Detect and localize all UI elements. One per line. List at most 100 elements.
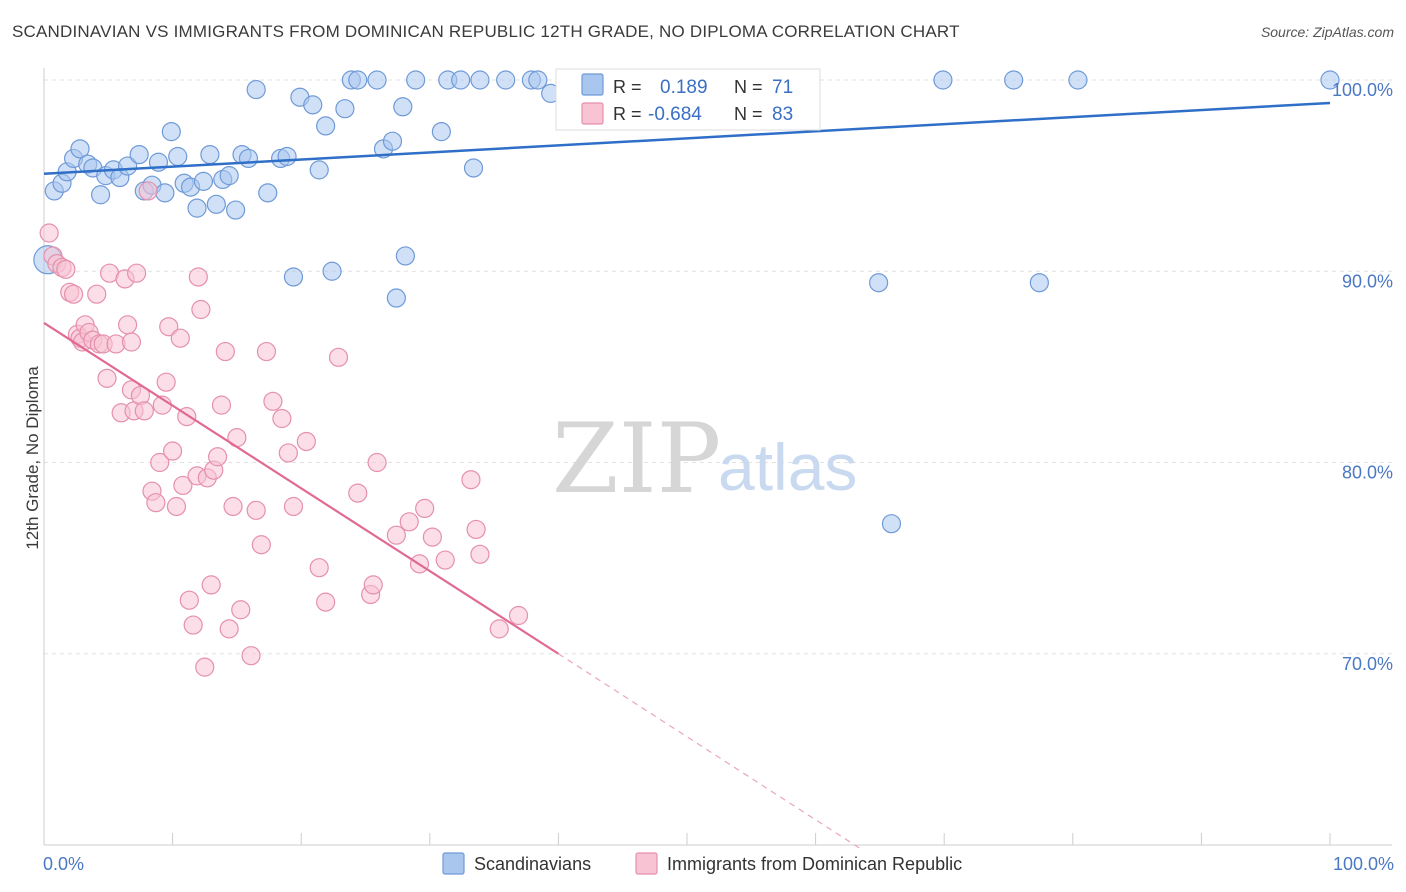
point-dominican-65 [328,347,349,367]
point-dominican-40 [183,615,203,635]
stats-n-label-1: N = [734,77,763,97]
stats-n-value-2: 83 [772,104,793,125]
watermark-atlas: atlas [718,430,857,504]
point-dominican-75 [435,550,455,570]
point-dominican-57 [256,341,277,362]
point-dominican-68 [363,575,383,595]
stats-n-label-2: N = [734,104,763,124]
point-dominican-73 [415,498,435,518]
point-scandinavian-19 [168,146,188,167]
point-scandinavian-31 [246,79,266,100]
point-dominican-56 [251,535,271,555]
point-scandinavian-8 [90,185,111,205]
point-dominican-13 [87,284,107,304]
point-dominican-4 [56,259,76,279]
y-tick-label-0: 100.0% [1332,80,1393,100]
watermark-zip: ZIP [552,403,721,515]
point-scandinavian-5 [70,139,90,159]
axes [43,68,1392,846]
point-dominican-33 [159,317,179,337]
point-dominican-63 [309,558,329,578]
point-scandinavian-38 [309,160,329,180]
point-scandinavian-53 [451,70,471,90]
point-dominican-39 [179,590,199,610]
point-scandinavian-44 [367,70,387,90]
point-scandinavian-69 [1029,273,1049,293]
point-scandinavian-22 [187,198,207,218]
stats-r-value-2: -0.684 [648,104,702,125]
point-dominican-79 [489,619,509,639]
point-scandinavian-51 [431,122,451,142]
point-scandinavian-66 [881,514,902,534]
watermark: ZIP atlas [552,403,857,515]
trend-line-dominican [43,321,559,655]
point-scandinavian-68 [1004,70,1024,90]
legend-swatch-scandinavians [442,852,465,875]
point-dominican-69 [367,452,387,473]
point-dominican-62 [296,431,316,452]
y-axis-label: 12th Grade, No Diploma [23,366,42,550]
x-tick-labels: 0.0% 100.0% [43,854,1394,874]
y-tick-label-1: 90.0% [1342,271,1393,291]
point-scandinavian-35 [283,267,304,287]
point-scandinavian-32 [258,183,278,203]
point-scandinavian-18 [161,122,181,142]
point-dominican-58 [263,391,283,411]
stats-legend: R = 0.189 N = 71 R = -0.684 N = 83 [555,68,821,131]
point-dominican-51 [223,496,243,517]
y-tick-labels: 100.0% 90.0% 80.0% 70.0% [1332,80,1393,674]
point-dominican-64 [316,592,336,612]
point-scandinavian-70 [1068,70,1088,90]
stats-swatch-pink [581,102,604,125]
stats-r-label-2: R = [613,104,642,124]
point-dominican-76 [461,470,481,490]
point-scandinavian-58 [528,70,548,90]
point-scandinavian-39 [316,116,336,136]
point-scandinavian-27 [219,166,239,186]
point-dominican-53 [231,600,251,620]
point-dominican-27 [138,181,158,201]
stats-swatch-blue [581,73,604,96]
point-scandinavian-13 [129,144,149,165]
x-tick-label-1: 100.0% [1333,854,1394,874]
point-dominican-66 [348,483,368,503]
point-dominican-78 [470,544,490,564]
point-scandinavian-55 [470,70,490,90]
point-scandinavian-56 [496,70,516,90]
chart-source: Source: ZipAtlas.com [1260,24,1394,40]
scatter-points [33,70,1340,677]
stats-r-value-1: 0.189 [660,77,708,98]
point-dominican-61 [283,496,304,517]
stats-r-label-1: R = [613,77,642,97]
y-tick-label-2: 80.0% [1342,463,1393,483]
point-dominican-77 [466,519,486,540]
point-dominican-21 [117,315,138,335]
point-dominican-24 [126,263,147,283]
trend-lines [43,101,1331,850]
point-scandinavian-48 [393,97,413,117]
point-dominican-45 [201,575,221,595]
chart-title: SCANDINAVIAN VS IMMIGRANTS FROM DOMINICA… [12,22,960,41]
point-scandinavian-23 [193,171,214,191]
point-scandinavian-40 [322,261,342,281]
point-scandinavian-17 [155,183,175,203]
legend-swatch-dominican [635,852,658,875]
point-scandinavian-25 [206,194,226,214]
stats-n-value-1: 71 [772,77,793,98]
point-scandinavian-41 [335,99,355,119]
point-dominican-0 [39,223,59,243]
trend-line-dominican-extension [558,653,861,850]
point-dominican-50 [219,619,239,639]
point-dominican-80 [508,605,529,626]
point-dominican-16 [97,368,117,388]
point-dominican-82 [121,332,142,352]
point-scandinavian-24 [200,144,220,165]
point-dominican-32 [156,372,176,392]
point-scandinavian-30 [238,148,259,169]
legend-label-dominican: Immigrants from Dominican Republic [667,854,962,874]
point-dominican-48 [211,395,232,415]
point-dominican-26 [134,401,154,421]
series-legend: Scandinavians Immigrants from Dominican … [442,852,962,875]
point-dominican-35 [166,496,187,517]
point-dominican-47 [208,447,228,467]
